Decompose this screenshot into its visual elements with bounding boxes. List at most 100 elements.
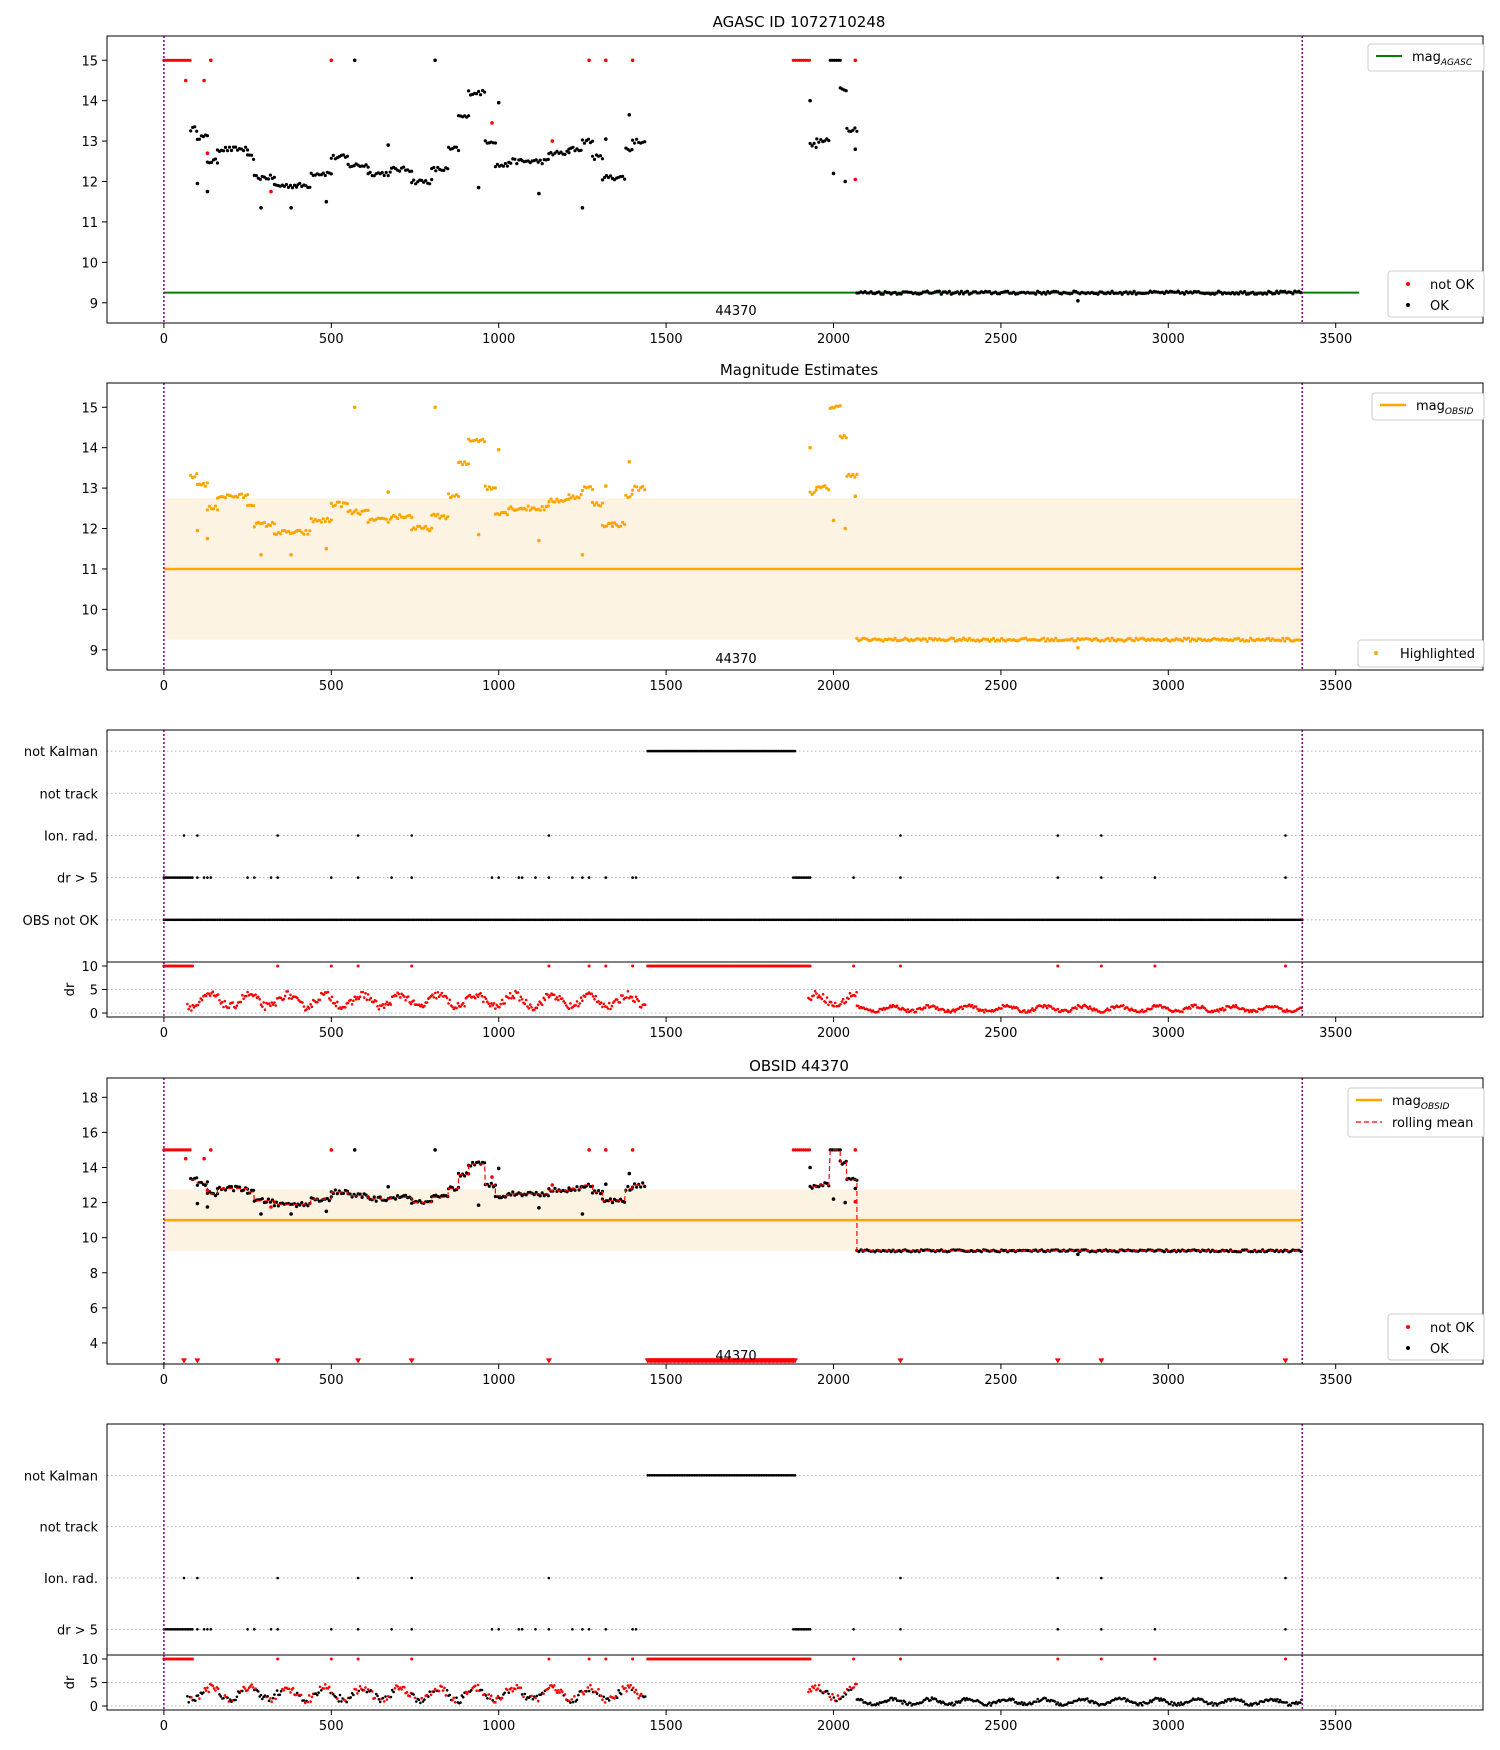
agasc-outlier-point (205, 189, 210, 194)
agasc-data-point (477, 89, 481, 94)
agasc-data-point (368, 170, 372, 174)
flags-2-dr5-point (808, 1628, 812, 1631)
obsid-data-point (238, 1185, 242, 1189)
flags-1-dr-point (981, 1008, 985, 1012)
flags-1-dr-point (553, 993, 556, 997)
flags-2-dr-point (587, 1689, 591, 1693)
flags-1-dr-point (1219, 1008, 1223, 1012)
highlighted-point (840, 436, 844, 440)
flags-1-dr-point (1159, 1004, 1163, 1007)
flags-2-dr-capped-point (1099, 1657, 1103, 1661)
obsid-data-point (333, 1188, 337, 1192)
flags-2-dr-point (420, 1696, 424, 1700)
obsid-data-point (477, 1160, 481, 1164)
panel-obsid-title: OBSID 44370 (749, 1057, 849, 1075)
not-ok-marker (408, 1358, 415, 1364)
flags-1-dr-point (1049, 1005, 1053, 1008)
flags-2-dr-point (310, 1695, 314, 1699)
flags-2-dr-point (597, 1687, 600, 1691)
highlighted-point (311, 520, 315, 524)
flags-2-dr-point (848, 1685, 852, 1689)
flags-2-dr-point (929, 1698, 932, 1702)
agasc-data-point (1124, 290, 1128, 294)
rolling-mean-line (190, 1149, 1301, 1252)
agasc-data-point (1277, 291, 1281, 295)
agasc-ytick-label: 12 (81, 176, 98, 191)
flags-1-dr-point (476, 995, 480, 999)
agasc-outlier-point (604, 137, 608, 141)
agasc-outlier-point (490, 121, 494, 125)
agasc-ytick-label: 10 (81, 256, 98, 271)
not-ok-marker (1098, 1358, 1105, 1364)
highlighted-point (1024, 636, 1028, 640)
flags-2-dr-point (852, 1686, 856, 1689)
highlighted-point (637, 488, 641, 492)
flags-2-dr5-point (899, 1628, 902, 1631)
flags-2-dr-point (216, 1687, 220, 1690)
highlighted-point (207, 504, 211, 508)
highlighted-outlier-point (386, 490, 391, 494)
flags-2-dr-point (289, 1691, 292, 1694)
flags-2-dr-point (241, 1689, 244, 1693)
highlighted-point (808, 490, 812, 494)
flags-1-dr-point (911, 1008, 915, 1012)
flags-1-dr-point (242, 997, 245, 1001)
flags-1-dr-point (825, 996, 829, 999)
highlighted-point (881, 639, 885, 643)
flags-2-ion-rad-point (410, 1576, 414, 1580)
agasc-ytick-label: 9 (90, 297, 98, 312)
flags-2-dr-point (855, 1682, 858, 1686)
flags-2-dr-point (444, 1694, 448, 1697)
highlighted-point (503, 510, 507, 515)
agasc-ytick-label: 11 (81, 216, 98, 231)
obsid-xtick-label: 3500 (1319, 1373, 1352, 1388)
highlighted-point (998, 639, 1002, 643)
flags-1-dr-point (855, 990, 858, 994)
flags-1-dr-point (234, 1006, 237, 1010)
flags-1-dr-point (282, 997, 286, 1001)
flags-1-dr-point (259, 1003, 263, 1006)
agasc-data-point (815, 137, 819, 141)
flags-2-dr-point (555, 1691, 559, 1694)
highlighted-point (189, 473, 193, 477)
flags-1-dr-point (245, 994, 248, 998)
agasc-data-point (268, 173, 272, 177)
obsid-data-point (524, 1193, 528, 1197)
flags-1-dr-point (436, 991, 440, 994)
flags-1-dr-point (890, 1005, 894, 1009)
flags-1-dr-point (833, 1001, 837, 1005)
agasc-axes-frame (106, 35, 1484, 324)
highlighted-outlier-point (433, 405, 437, 410)
flags-1-dr-capped-point (410, 964, 414, 968)
obsid-outlier-point (1076, 1252, 1080, 1257)
flags-2-dr5-point (1153, 1628, 1157, 1631)
agasc-data-point (505, 164, 509, 168)
agasc-data-point (229, 148, 234, 153)
flags-2-dr-point (275, 1689, 279, 1692)
flags-2-dr-point (381, 1696, 385, 1700)
highlighted-point (386, 520, 390, 524)
highlighted-point (475, 437, 479, 442)
obsid-data-point (374, 1199, 378, 1203)
obsid-xtick-label: 1000 (482, 1373, 515, 1388)
agasc-data-point (189, 129, 193, 133)
flags-1-dr-point (903, 1008, 907, 1012)
flags-1-dr-point (1000, 1007, 1003, 1010)
obsid-data-point (242, 1188, 246, 1192)
flags-2-dr-point (246, 1688, 249, 1692)
flags-2-dr-capped-point (631, 1657, 635, 1661)
highlighted-outlier-point (580, 553, 585, 557)
flags-2-dr-point (1285, 1701, 1289, 1704)
flags-2-dr-capped-point (329, 1657, 333, 1661)
highlighted-point (446, 515, 450, 519)
estimates-ytick-label: 11 (81, 563, 98, 578)
obsid-outlier-point (205, 1205, 210, 1209)
flags-2-dr-point (1086, 1697, 1089, 1700)
flags-1-dr-point (555, 996, 559, 999)
flags-1-xtick-label: 3500 (1319, 1026, 1352, 1041)
flags-1-dr-point (246, 990, 249, 994)
agasc-data-point (446, 167, 450, 171)
flags-1-dr-point (241, 993, 244, 997)
highlighted-point (823, 484, 827, 488)
panel-estimates-legend-bottom: Highlighted (1357, 639, 1485, 668)
